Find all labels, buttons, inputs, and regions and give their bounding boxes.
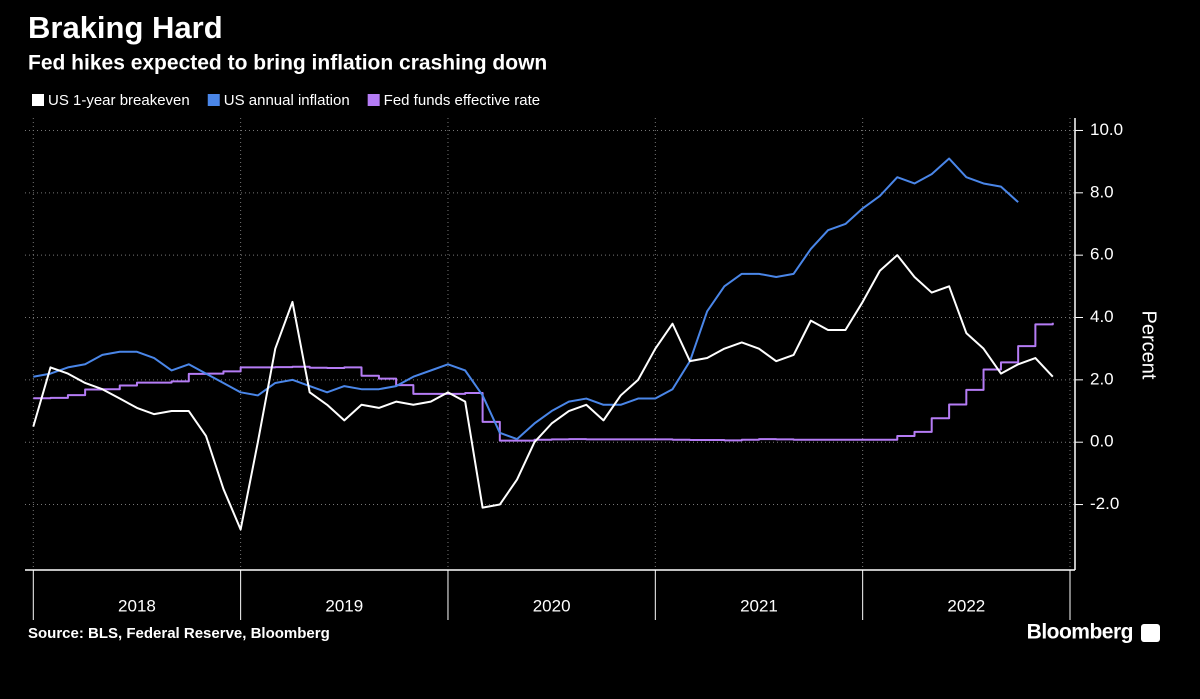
x-tick-label: 2019: [325, 596, 363, 615]
legend-swatch: [207, 94, 220, 106]
y-tick-label: 6.0: [1090, 245, 1114, 264]
y-tick-label: 4.0: [1090, 307, 1114, 326]
x-tick-label: 2022: [947, 596, 985, 615]
x-tick-label: 2018: [118, 596, 156, 615]
y-axis-label: Percent: [1138, 311, 1160, 380]
y-tick-label: 8.0: [1090, 182, 1114, 201]
legend-label: US annual inflation: [224, 92, 350, 109]
y-tick-label: 10.0: [1090, 120, 1123, 139]
legend-label: Fed funds effective rate: [384, 92, 540, 109]
series-line: [33, 157, 1019, 441]
legend-swatch: [367, 94, 380, 106]
series-line: [33, 322, 1054, 442]
x-tick-label: 2021: [740, 596, 778, 615]
y-tick-label: 2.0: [1090, 369, 1114, 388]
series-line: [32, 254, 1054, 531]
source: Source: BLS, Federal Reserve, Bloomberg: [28, 625, 330, 642]
brand: Bloomberg: [1027, 621, 1133, 644]
brand-icon: [1141, 624, 1160, 642]
legend-label: US 1-year breakeven: [48, 92, 190, 109]
chart-subtitle: Fed hikes expected to bring inflation cr…: [28, 52, 547, 75]
legend-swatch: [32, 94, 44, 106]
y-tick-label: -2.0: [1090, 494, 1119, 513]
y-tick-label: 0.0: [1090, 432, 1114, 451]
x-tick-label: 2020: [533, 596, 571, 615]
chart-title: Braking Hard: [28, 10, 223, 45]
